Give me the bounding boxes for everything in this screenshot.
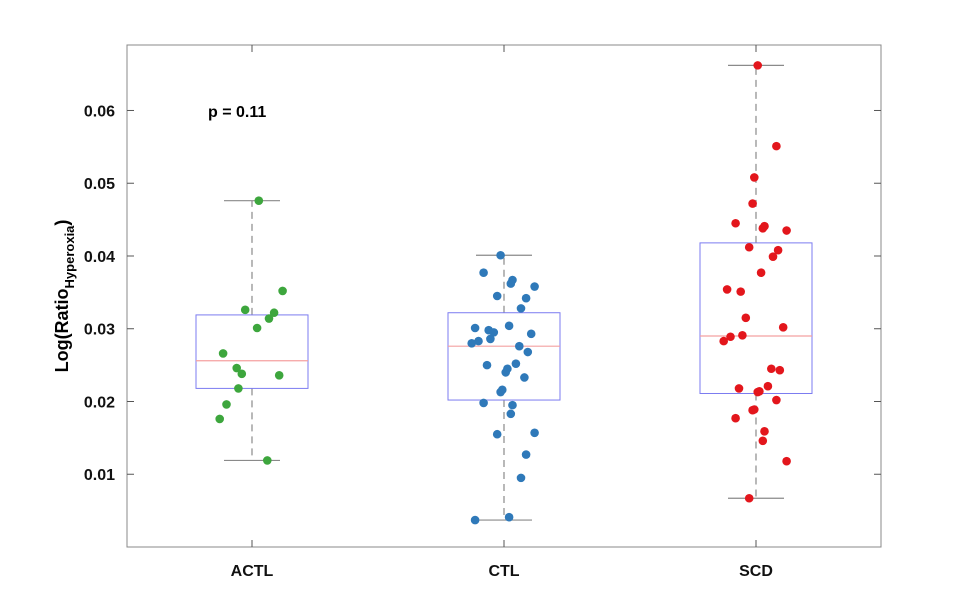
data-point xyxy=(744,242,754,252)
data-point xyxy=(278,286,287,296)
data-point xyxy=(506,409,516,419)
data-point xyxy=(506,279,516,288)
data-point xyxy=(515,341,524,351)
data-point xyxy=(470,323,480,333)
data-point xyxy=(741,313,751,323)
data-point xyxy=(748,405,757,415)
axes-layer: 0.01 0.02 0.03 0.04 0.05 0.06 ACTL CTL SCD xyxy=(84,45,881,580)
y-tick-label: 0.05 xyxy=(84,176,115,193)
data-point xyxy=(516,473,526,483)
data-point xyxy=(772,395,781,405)
data-point xyxy=(492,291,502,301)
data-point xyxy=(782,456,791,466)
data-point xyxy=(232,363,241,373)
iqr-box xyxy=(195,314,309,389)
data-point xyxy=(222,400,231,409)
data-point xyxy=(775,365,785,375)
data-point xyxy=(263,456,272,465)
y-axis-label-close: ) xyxy=(52,220,72,226)
data-point xyxy=(726,332,735,342)
y-tick-label: 0.04 xyxy=(84,249,115,266)
data-point xyxy=(470,515,480,525)
data-point xyxy=(504,321,514,331)
y-axis-label-main: Log(Ratio xyxy=(52,288,72,372)
data-point xyxy=(482,360,492,370)
y-tick-label: 0.01 xyxy=(84,467,115,484)
data-point xyxy=(516,304,526,313)
data-point xyxy=(753,61,762,70)
points-layer xyxy=(215,61,791,525)
data-point xyxy=(501,368,511,377)
data-point xyxy=(520,373,529,382)
x-tick-label: ACTL xyxy=(231,563,274,580)
data-point xyxy=(756,268,766,278)
data-point xyxy=(508,400,517,410)
data-point xyxy=(467,338,477,348)
y-axis-label-sub: Hyperoxia xyxy=(62,225,77,289)
data-point xyxy=(274,371,284,380)
data-point xyxy=(215,414,224,424)
p-value-annotation: p = 0.11 xyxy=(208,104,266,121)
data-point xyxy=(719,336,728,346)
data-point xyxy=(772,141,781,151)
data-point xyxy=(240,305,250,315)
data-point xyxy=(511,359,521,368)
y-tick-label: 0.06 xyxy=(84,103,115,120)
data-point xyxy=(778,322,788,332)
data-point xyxy=(731,413,740,423)
x-tick-label: CTL xyxy=(488,563,519,580)
y-tick-label: 0.02 xyxy=(84,394,115,411)
data-point xyxy=(264,314,274,323)
data-point xyxy=(489,328,499,337)
data-point xyxy=(504,512,514,522)
data-point xyxy=(734,384,744,393)
data-point xyxy=(722,285,732,294)
data-point xyxy=(760,427,769,436)
data-point xyxy=(773,245,783,255)
y-axis-label: Log(RatioHyperoxia) xyxy=(52,220,77,373)
data-point xyxy=(758,224,768,233)
data-point xyxy=(218,349,228,358)
data-point xyxy=(768,252,778,262)
data-point xyxy=(526,329,536,339)
data-point xyxy=(530,282,539,291)
data-point xyxy=(738,330,747,340)
data-point xyxy=(521,450,531,459)
data-point xyxy=(530,428,539,438)
data-point xyxy=(782,226,791,235)
data-point xyxy=(237,369,247,379)
data-point xyxy=(486,334,495,344)
data-point xyxy=(758,436,768,446)
data-point xyxy=(269,308,279,318)
data-point xyxy=(767,364,776,374)
data-point xyxy=(744,493,754,503)
data-point xyxy=(479,268,488,278)
data-point xyxy=(252,323,262,333)
data-point xyxy=(523,347,533,357)
data-point xyxy=(492,429,502,439)
data-point xyxy=(748,199,757,208)
iqr-box xyxy=(447,312,561,401)
data-point xyxy=(474,336,483,346)
data-point xyxy=(750,173,759,182)
data-point xyxy=(496,250,505,260)
y-tick-label: 0.03 xyxy=(84,322,115,339)
data-point xyxy=(254,196,264,205)
data-point xyxy=(479,398,488,408)
x-tick-label: SCD xyxy=(739,563,773,580)
data-point xyxy=(496,387,505,397)
data-point xyxy=(234,384,243,393)
data-point xyxy=(763,381,773,391)
data-point xyxy=(736,287,745,296)
data-point xyxy=(521,293,531,303)
data-point xyxy=(753,387,762,397)
data-point xyxy=(731,218,740,228)
